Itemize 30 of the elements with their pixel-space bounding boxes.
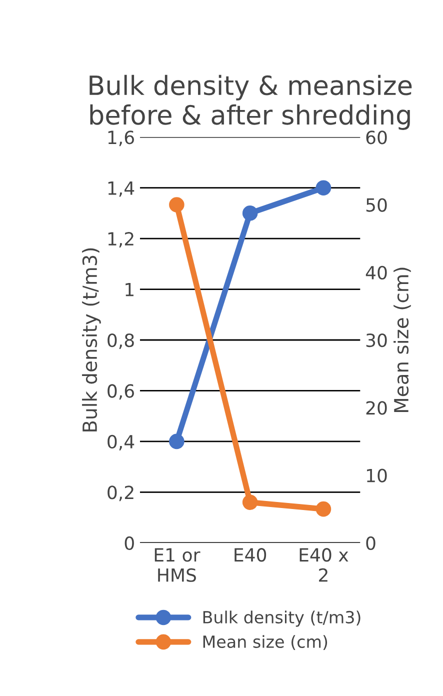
point (242, 206, 258, 221)
point (316, 180, 332, 196)
y2-tick-label: 50 (366, 198, 387, 212)
y2-tick-label: 60 (366, 130, 387, 144)
y-tick-label: 1,2 (108, 232, 134, 248)
y2-tick-label: 20 (366, 401, 387, 415)
chart-title: Bulk density & meansize before & after shredding (90, 74, 412, 130)
y-tick-label: 0,8 (108, 333, 134, 349)
y2-tick-label: 0 (366, 536, 376, 550)
legend-label: Mean size (cm) (203, 635, 328, 650)
legend-label: Bulk density (t/m3) (203, 610, 360, 627)
x-tick-label: E40 x 2 (300, 548, 348, 582)
y-tick-label: 0,2 (108, 486, 134, 502)
y-tick-label: 0 (124, 536, 134, 550)
y-tick-label: 1,4 (108, 182, 134, 197)
y-tick-label: 0,4 (108, 434, 134, 450)
point (316, 501, 332, 517)
y-tick-label: 1 (126, 282, 134, 296)
y-axis-title: Bulk density (t/m3) (82, 248, 101, 432)
y2-tick-label: 30 (366, 333, 387, 348)
y2-tick-label: 40 (366, 266, 387, 280)
point (169, 197, 184, 212)
x-tick-label: E40 (234, 548, 266, 562)
x-tick-label: E1 or HMS (154, 548, 200, 582)
point (169, 434, 184, 450)
point (242, 494, 258, 510)
y-tick-label: 0,6 (108, 384, 134, 400)
y-tick-label: 1,6 (108, 130, 134, 146)
y2-tick-label: 10 (367, 468, 387, 482)
y2-axis-title: Mean size (cm) (394, 268, 411, 412)
